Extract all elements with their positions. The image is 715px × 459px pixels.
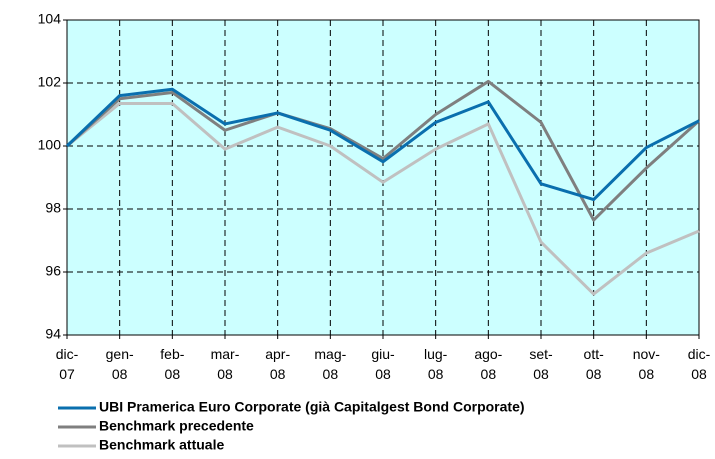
x-tick-label: apr-08 <box>265 346 291 382</box>
y-tick-label: 96 <box>45 263 61 279</box>
legend-label: Benchmark precedente <box>99 418 254 434</box>
series-line <box>65 79 701 222</box>
x-tick-label: feb-08 <box>160 346 185 382</box>
y-tick-label: 94 <box>45 326 61 342</box>
legend-label: UBI Pramerica Euro Corporate (già Capita… <box>99 399 525 415</box>
x-tick-label: giu-08 <box>371 346 395 382</box>
y-tick-label: 100 <box>38 137 62 153</box>
x-tick-label: dic-07 <box>55 346 79 382</box>
y-tick-label: 104 <box>38 11 62 27</box>
y-tick-label: 102 <box>38 74 62 90</box>
x-tick-label: gen-08 <box>105 346 134 382</box>
x-tick-label: mag-08 <box>314 346 347 382</box>
y-tick-label: 98 <box>45 200 61 216</box>
x-tick-label: ott-08 <box>583 346 604 382</box>
series-line <box>66 101 700 296</box>
x-tick-label: mar-08 <box>210 346 240 382</box>
series-line <box>65 87 700 202</box>
x-tick-label: nov-08 <box>632 346 660 382</box>
legend-label: Benchmark attuale <box>99 437 224 453</box>
x-tick-label: ago-08 <box>474 346 503 382</box>
x-tick-label: set-08 <box>529 346 553 382</box>
x-tick-label: lug-08 <box>423 346 448 382</box>
x-tick-label: dic-08 <box>687 346 711 382</box>
